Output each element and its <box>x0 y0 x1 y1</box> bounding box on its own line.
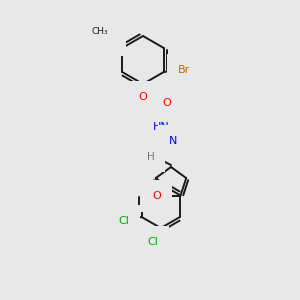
Text: Br: Br <box>178 65 190 75</box>
Text: H: H <box>147 152 155 162</box>
Text: Cl: Cl <box>147 237 158 247</box>
Text: O: O <box>106 35 115 45</box>
Text: O: O <box>152 191 161 201</box>
Text: O: O <box>139 92 147 102</box>
Text: N: N <box>169 136 177 146</box>
Text: CH₃: CH₃ <box>92 26 109 35</box>
Text: Cl: Cl <box>118 216 129 226</box>
Text: HN: HN <box>153 122 169 132</box>
Text: O: O <box>162 98 171 108</box>
